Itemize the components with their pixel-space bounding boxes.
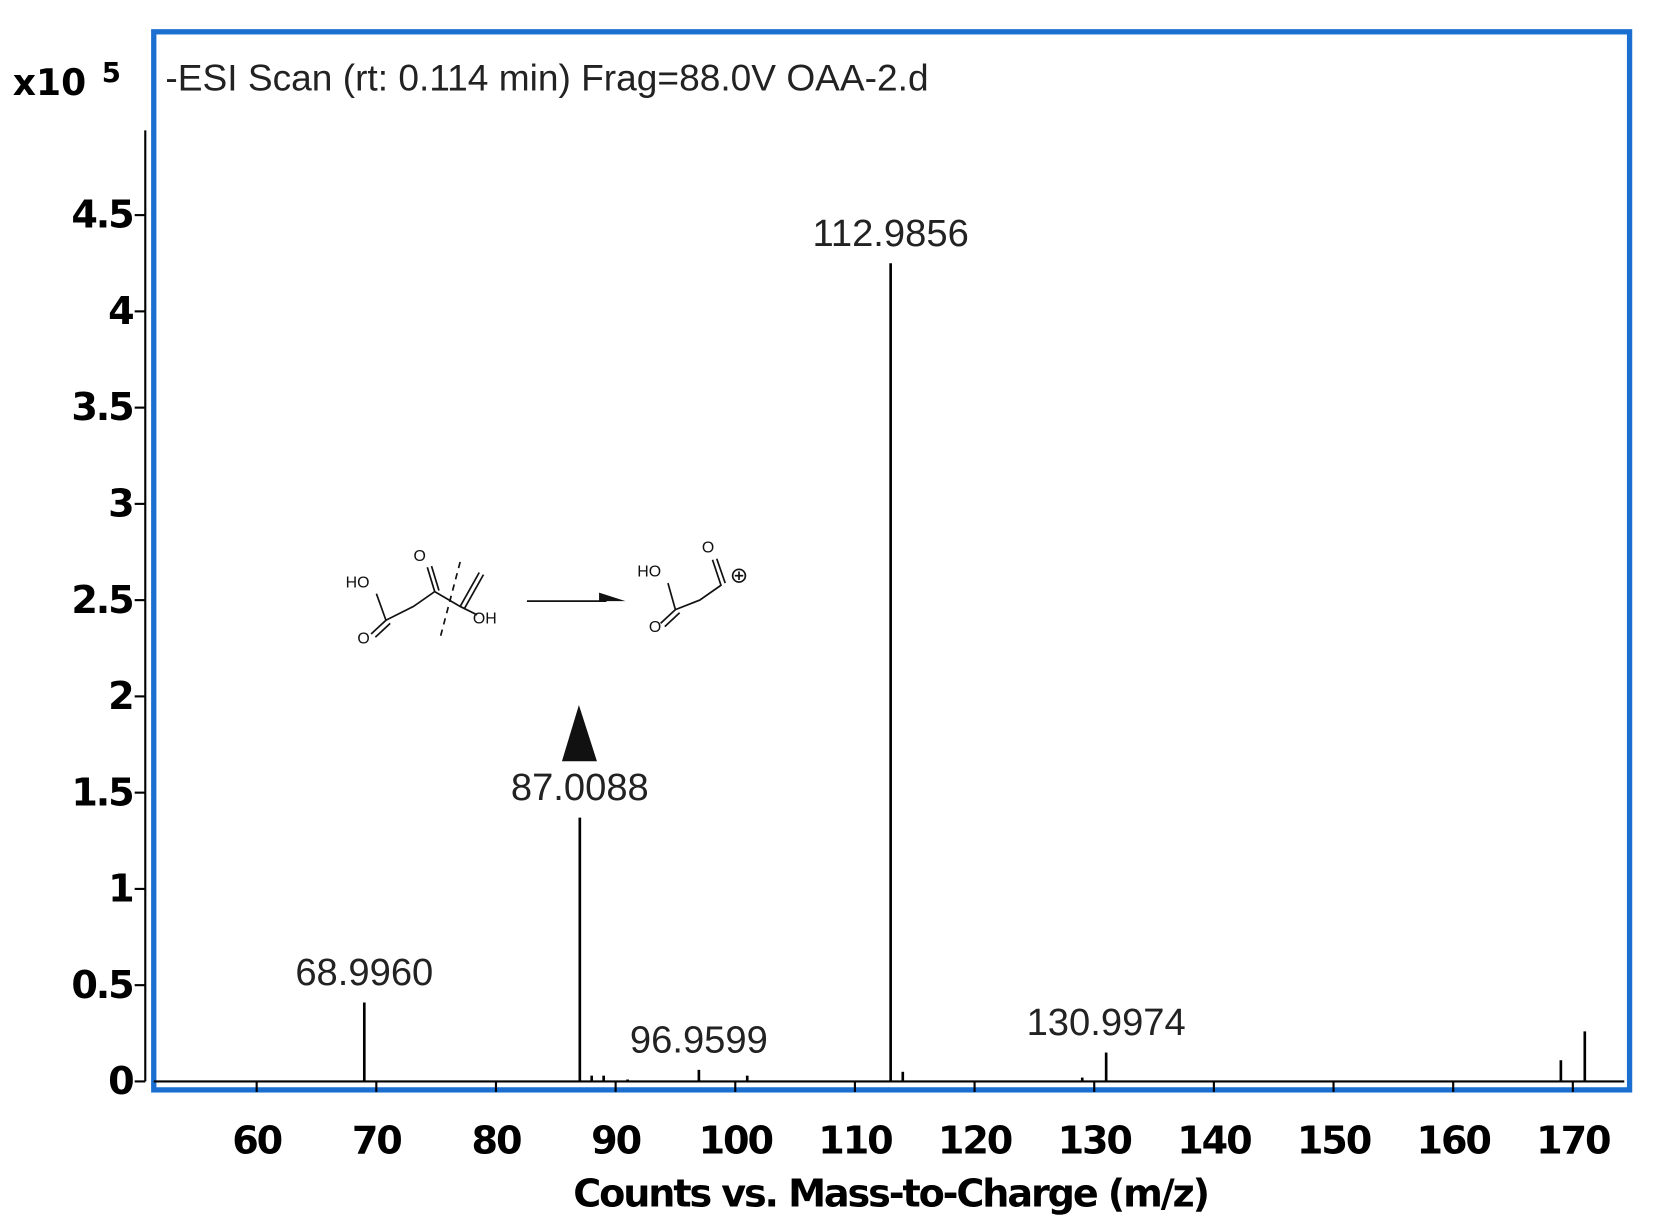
x-tick-label: 160 [1417, 1118, 1491, 1162]
y-tick-label: 3.5 [71, 385, 132, 429]
peak-label: 87.0088 [511, 766, 649, 809]
y-tick-label: 4 [108, 289, 133, 333]
y-tick-label: 3 [108, 482, 132, 526]
atom-label: OH [473, 610, 497, 627]
peak-label: 96.9599 [630, 1018, 768, 1061]
reactant-bonds [375, 590, 478, 622]
y-tick-label: 1 [108, 867, 132, 911]
bond [426, 566, 436, 592]
y-tick-label: 2.5 [71, 578, 132, 622]
x-tick-label: 130 [1058, 1118, 1132, 1162]
x-tick-label: 120 [938, 1118, 1012, 1162]
bond [374, 622, 391, 638]
plot-frame [151, 29, 1633, 1093]
atom-label: O [414, 548, 426, 565]
peak-label: 68.9960 [295, 951, 433, 994]
x-tick-label: 170 [1536, 1118, 1610, 1162]
bond [664, 612, 681, 628]
atom-label: O [357, 631, 369, 648]
atom-label: O [702, 539, 714, 556]
bond [715, 558, 727, 584]
chart-title: -ESI Scan (rt: 0.114 min) Frag=88.0V OAA… [165, 56, 928, 98]
x-tick-label: 100 [699, 1118, 773, 1162]
y-tick-label: 4.5 [71, 193, 132, 237]
bond [459, 572, 480, 607]
y-tick-label: 1.5 [71, 770, 132, 814]
bond [430, 565, 440, 591]
y-tick-label: 0.5 [71, 963, 132, 1007]
charge-symbol [731, 568, 747, 583]
atom-label: HO [346, 574, 370, 591]
product-bonds [667, 559, 722, 611]
peak-label: 130.9974 [1027, 1001, 1186, 1044]
x-tick-label: 110 [818, 1118, 892, 1162]
x-axis-label: Counts vs. Mass-to-Charge (m/z) [573, 1171, 1208, 1215]
cleavage-line [439, 561, 461, 639]
y-multiplier: x10 [13, 63, 86, 104]
x-tick-label: 60 [232, 1118, 281, 1162]
bond [659, 609, 676, 625]
bond [463, 574, 485, 609]
bond [370, 619, 387, 635]
x-tick-label: 70 [352, 1118, 401, 1162]
y-tick-label: 2 [108, 674, 132, 718]
peak-label: 112.9856 [812, 212, 968, 255]
y-tick-label: 0 [108, 1059, 133, 1103]
y-exponent: 5 [102, 57, 121, 89]
x-tick-label: 80 [472, 1118, 521, 1162]
reaction-scheme [370, 558, 747, 639]
x-tick-label: 140 [1177, 1118, 1251, 1162]
x-tick-label: 150 [1297, 1118, 1371, 1162]
atom-label: HO [637, 564, 661, 581]
x-tick-label: 90 [591, 1118, 640, 1162]
atom-label: O [649, 619, 661, 636]
arrow-head [599, 592, 626, 602]
peak-pointer [561, 705, 597, 762]
